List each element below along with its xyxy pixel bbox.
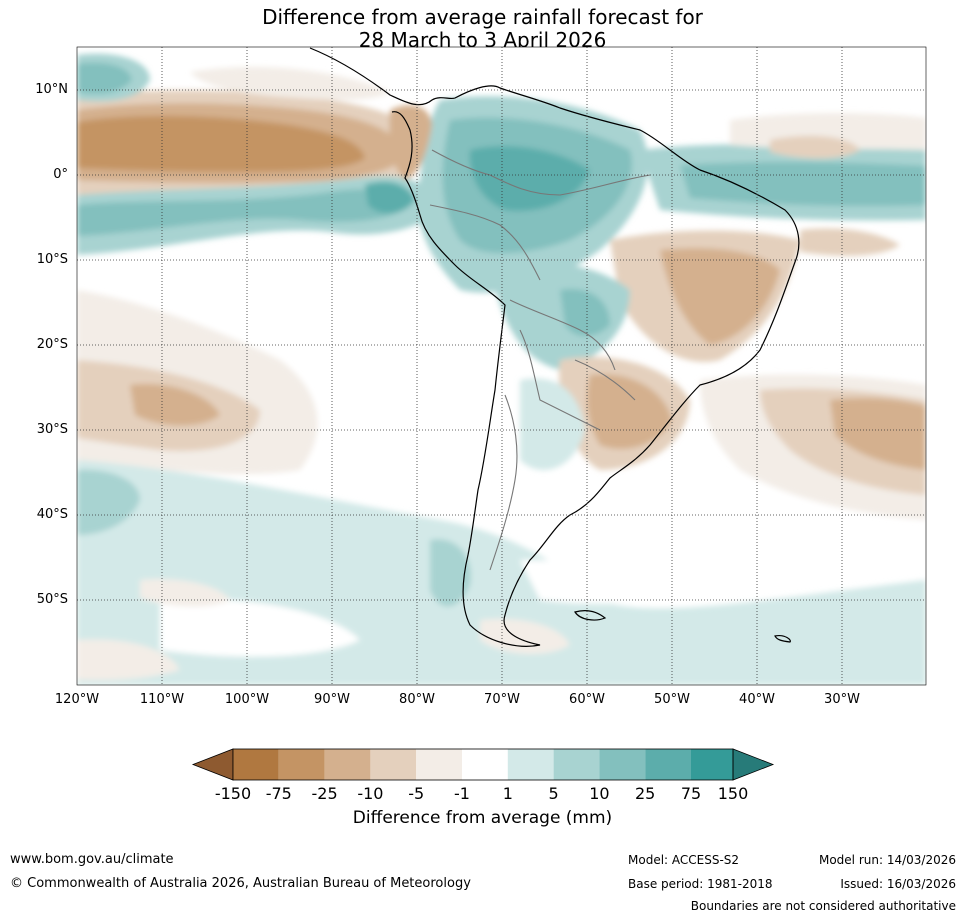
colorbar-tick: 5: [548, 784, 559, 803]
coastlines: [309, 47, 800, 647]
colorbar-tick: -25: [311, 784, 338, 803]
map-frame: [76, 46, 927, 686]
footer-issued: Issued: 16/03/2026: [840, 877, 956, 891]
lat-label: 40°S: [36, 507, 68, 522]
colorbar-bin: [507, 749, 554, 780]
lon-label: 60°W: [569, 692, 605, 707]
lon-label: 70°W: [484, 692, 520, 707]
colorbar-title: Difference from average (mm): [352, 808, 613, 828]
colorbar-tick: 150: [717, 784, 749, 803]
colorbar-bin: [553, 749, 600, 780]
footer-disclaimer: Boundaries are not considered authoritat…: [690, 899, 956, 913]
lat-label: 20°S: [36, 337, 68, 352]
lat-label: 10°N: [35, 82, 68, 97]
lat-label: 30°S: [36, 422, 68, 437]
lon-label: 110°W: [139, 692, 185, 707]
country-boundaries: [429, 149, 651, 571]
colorbar-bin: [645, 749, 691, 780]
colorbar-tick: -10: [357, 784, 384, 803]
colorbar-bin: [462, 749, 508, 780]
footer-model-run: Model run: 14/03/2026: [818, 853, 956, 867]
footer-copyright: © Commonwealth of Australia 2026, Austra…: [10, 876, 471, 891]
colorbar-extend-high: [732, 748, 775, 781]
anomaly-shading: [77, 47, 926, 685]
colorbar: [191, 748, 775, 781]
footer-url: www.bom.gov.au/climate: [10, 852, 174, 867]
colorbar-tick: 10: [589, 784, 610, 803]
lat-label: 0°: [53, 167, 68, 182]
colorbar-bin: [278, 749, 325, 780]
colorbar-tick: -75: [265, 784, 292, 803]
colorbar-bin: [599, 749, 646, 780]
colorbar-tick: -1: [454, 784, 470, 803]
lon-label: 40°W: [739, 692, 775, 707]
colorbar-tick: -150: [214, 784, 252, 803]
colorbar-bin: [691, 749, 733, 780]
lon-label: 100°W: [224, 692, 270, 707]
lon-label: 120°W: [54, 692, 100, 707]
colorbar-tick: 75: [680, 784, 702, 803]
colorbar-bin: [233, 749, 279, 780]
colorbar-bin: [370, 749, 417, 780]
lat-label: 50°S: [36, 592, 68, 607]
lon-label: 80°W: [399, 692, 435, 707]
map-title-line1: Difference from average rainfall forecas…: [262, 5, 703, 29]
colorbar-extend-low: [191, 748, 234, 781]
lon-label: 50°W: [654, 692, 690, 707]
colorbar-bin: [324, 749, 371, 780]
colorbar-tick: 1: [502, 784, 513, 803]
colorbar-tick: -5: [408, 784, 425, 803]
colorbar-bin: [416, 749, 462, 780]
footer-model: Model: ACCESS-S2: [628, 853, 740, 867]
footer-base-period: Base period: 1981-2018: [628, 877, 773, 891]
lon-label: 90°W: [314, 692, 350, 707]
graticule: [77, 47, 926, 685]
colorbar-tick: 25: [635, 784, 656, 803]
lat-label: 10°S: [36, 252, 68, 267]
lon-label: 30°W: [824, 692, 860, 707]
